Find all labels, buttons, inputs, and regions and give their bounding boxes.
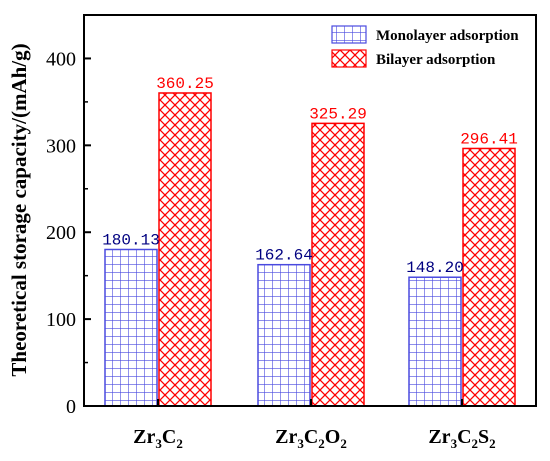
x-tick-label-part: 3	[155, 436, 162, 451]
bar-monolayer-2	[408, 276, 462, 407]
x-tick-label-part: C	[304, 426, 318, 448]
x-tick-label-part: Zr	[428, 426, 450, 448]
y-axis-label: Theoretical storage capacity/(mAh/g)	[7, 43, 31, 376]
legend-swatch-bilayer	[331, 49, 367, 68]
bar-bilayer-0	[158, 92, 212, 407]
y-tick-label: 300	[46, 135, 76, 157]
y-tick-label: 100	[46, 309, 76, 331]
legend-label-monolayer: Monolayer adsorption	[376, 28, 519, 44]
bar-value-label: 360.25	[156, 75, 214, 93]
bar-value-label: 162.64	[255, 247, 313, 265]
x-tick-label-part: 2	[176, 436, 183, 451]
y-tick-label: 400	[46, 48, 76, 70]
x-tick-label-part: Zr	[275, 426, 297, 448]
x-tick-label: Zr3C2O2	[275, 426, 347, 451]
legend: Monolayer adsorption Bilayer adsorption	[331, 25, 519, 68]
x-tick-label-part: 3	[297, 436, 304, 451]
bar-value-label: 180.13	[102, 231, 160, 249]
legend-swatch-monolayer	[331, 25, 367, 44]
bar-value-label: 296.41	[460, 130, 518, 148]
x-tick-label-part: C	[457, 426, 471, 448]
x-tick-label-part: Zr	[133, 426, 155, 448]
x-tick-label-part: C	[162, 426, 176, 448]
x-tick-label-part: 3	[451, 436, 458, 451]
bar-monolayer-1	[257, 263, 311, 407]
bar-bilayer-2	[462, 147, 516, 407]
x-tick-label-part: 2	[340, 436, 347, 451]
bar-value-label: 325.29	[309, 105, 367, 123]
x-tick-label: Zr3C2S2	[428, 426, 495, 451]
x-tick-label-part: O	[325, 426, 341, 448]
y-tick-label: 200	[46, 222, 76, 244]
x-tick-label-part: 2	[318, 436, 325, 451]
x-tick-label-part: S	[478, 426, 489, 448]
y-tick-label: 0	[66, 396, 76, 418]
bar-monolayer-0	[104, 248, 158, 407]
bar-bilayer-1	[311, 122, 365, 407]
x-tick-label: Zr3C2	[133, 426, 183, 451]
legend-label-bilayer: Bilayer adsorption	[376, 52, 496, 68]
x-tick-label-part: 2	[472, 436, 479, 451]
x-tick-label-part: 2	[489, 436, 496, 451]
bar-value-label: 148.20	[406, 259, 464, 277]
